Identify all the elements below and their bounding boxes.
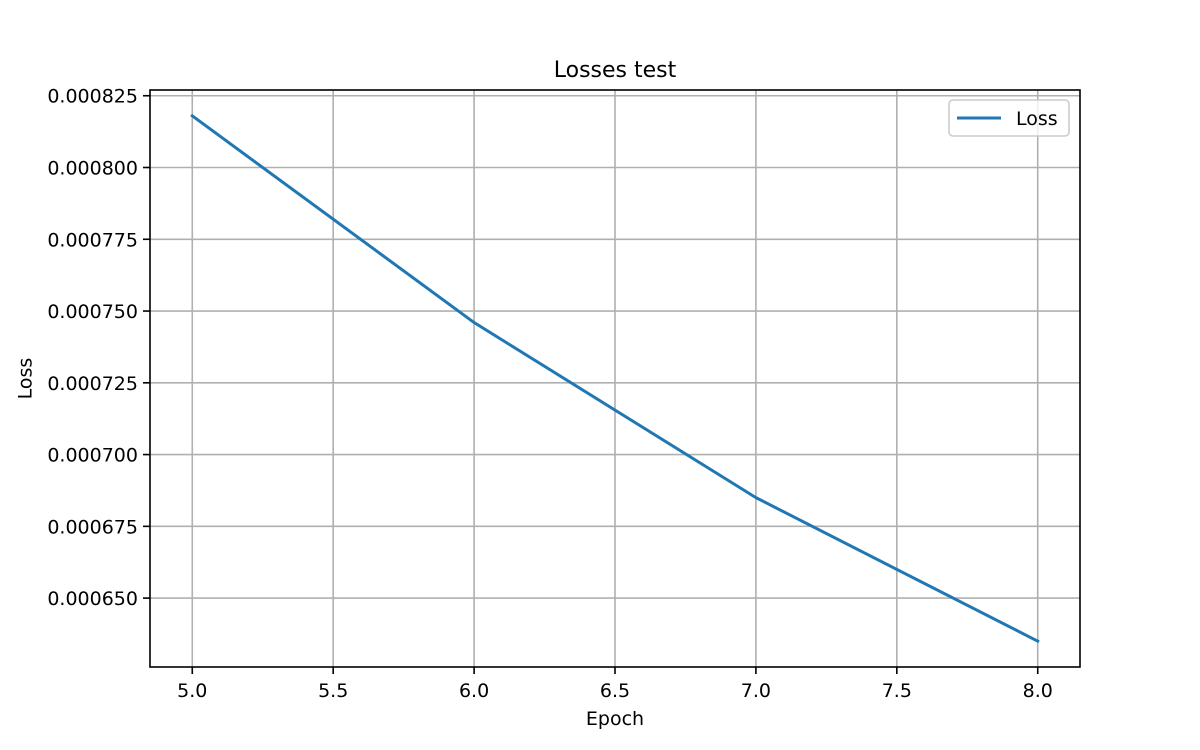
y-tick-label: 0.000750 xyxy=(47,301,138,323)
ticks: 5.0 5.5 6.0 6.5 7.0 7.5 8.0 0.000650 0.000675 0.0… xyxy=(47,86,1053,702)
x-tick-label: 8.0 xyxy=(1023,680,1053,702)
y-tick-label: 0.000675 xyxy=(47,516,138,538)
series-line-loss xyxy=(190,113,1040,644)
y-tick-label: 0.000825 xyxy=(47,86,138,108)
y-tick-label: 0.000800 xyxy=(47,158,138,180)
series-layer xyxy=(190,113,1040,644)
y-tick-label: 0.000725 xyxy=(47,373,138,395)
x-tick-label: 7.0 xyxy=(741,680,771,702)
grid xyxy=(150,90,1080,667)
x-tick-label: 6.5 xyxy=(600,680,630,702)
x-tick-label: 5.5 xyxy=(318,680,348,702)
x-tick-label: 6.0 xyxy=(459,680,489,702)
y-tick-label: 0.000775 xyxy=(47,229,138,251)
y-tick-label: 0.000700 xyxy=(47,445,138,467)
x-axis-title: Epoch xyxy=(586,708,644,730)
y-tick-label: 0.000650 xyxy=(47,588,138,610)
legend-box xyxy=(948,99,1070,137)
y-axis-title: Loss xyxy=(15,358,37,400)
chart-title: Losses test xyxy=(554,58,677,83)
legend-label-loss: Loss xyxy=(1016,108,1058,130)
x-tick-label: 5.0 xyxy=(177,680,207,702)
legend: Loss xyxy=(948,99,1070,137)
x-tick-label: 7.5 xyxy=(882,680,912,702)
